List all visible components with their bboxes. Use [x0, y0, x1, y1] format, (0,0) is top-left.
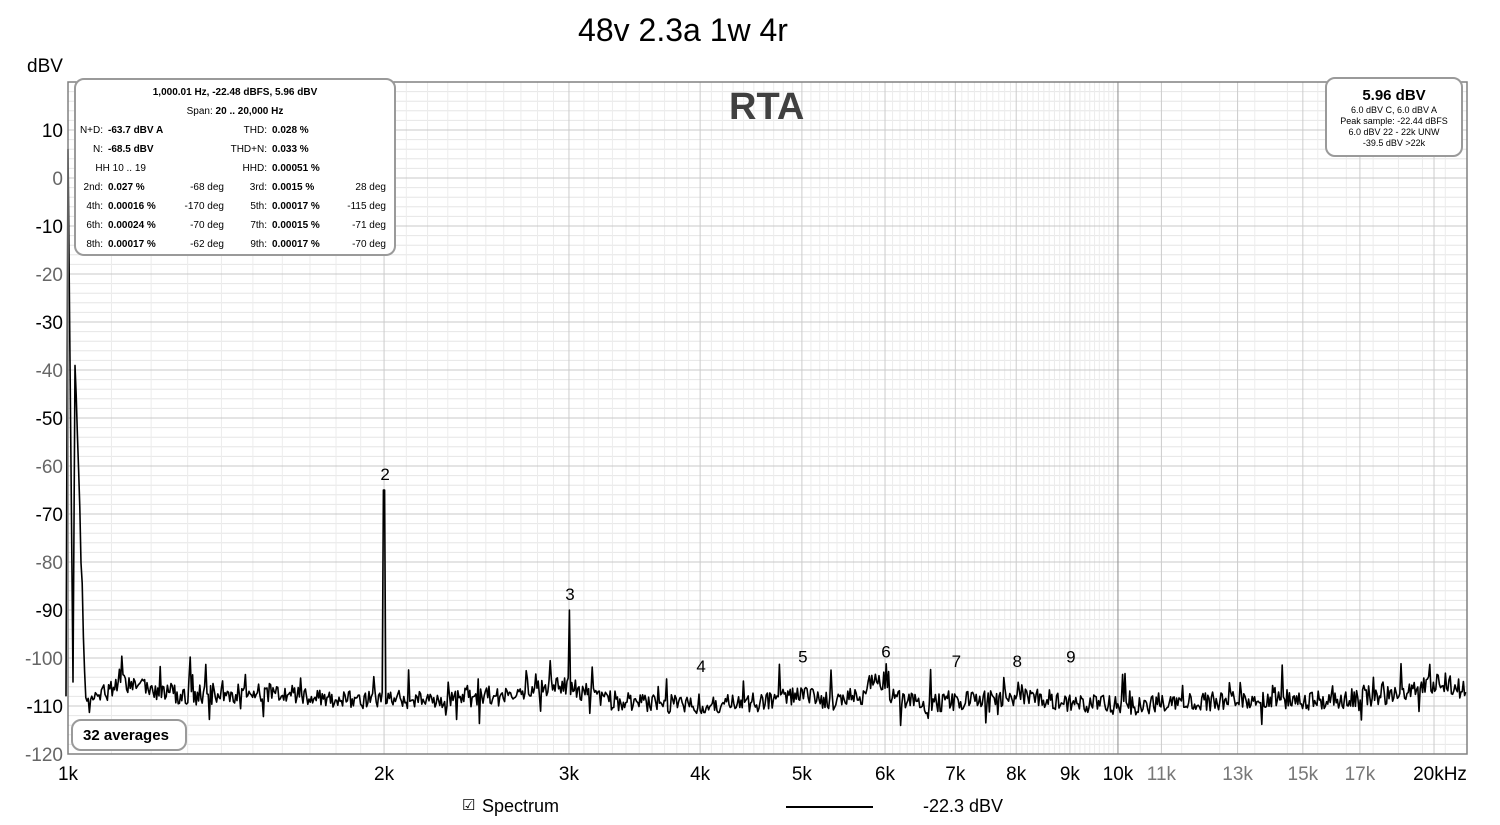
harmonic-label: 9th:: [250, 239, 267, 250]
level-line: 6.0 dBV 22 - 22k UNW: [1348, 127, 1440, 137]
harmonic-value: 0.0015 %: [272, 182, 315, 193]
harmonic-marker-label: 6: [881, 643, 890, 662]
legend: ☑ Spectrum -22.3 dBV: [0, 795, 1500, 819]
x-tick-label: 20kHz: [1413, 764, 1467, 785]
x-tick-label: 17k: [1345, 764, 1376, 785]
harmonic-label: 6th:: [86, 220, 103, 231]
harmonic-label: 7th:: [250, 220, 267, 231]
averages-badge[interactable]: 32 averages: [71, 719, 187, 751]
harmonic-marker-label: 9: [1066, 647, 1075, 666]
harmonic-phase: -62 deg: [190, 239, 224, 250]
x-tick-label: 8k: [1006, 764, 1027, 785]
harmonic-marker-label: 8: [1012, 652, 1021, 671]
y-tick-labels: 10 0 -10 -20 -30 -40 -50 -60 -70 -80 -90 -100 -110 -1…: [25, 121, 63, 766]
y-tick-label: -100: [25, 649, 63, 670]
x-tick-label: 4k: [690, 764, 711, 785]
harmonic-markers: 2 3 4 5 6 7 8 9: [380, 465, 1075, 676]
harmonic-value: 0.00017 %: [108, 239, 156, 250]
spectrum-trace: [65, 148, 1467, 727]
stat-label: HH 10 .. 19: [95, 163, 146, 174]
y-tick-label: -120: [25, 745, 63, 766]
y-tick-label: -70: [36, 505, 63, 526]
harmonic-phase: 28 deg: [355, 182, 386, 193]
harmonic-phase: -71 deg: [352, 220, 386, 231]
harmonic-marker-label: 4: [696, 657, 705, 676]
harmonic-phase: -68 deg: [190, 182, 224, 193]
x-tick-label: 7k: [945, 764, 966, 785]
chart-title: 48v 2.3a 1w 4r: [578, 12, 788, 48]
rta-label: RTA: [729, 86, 805, 128]
harmonic-label: 5th:: [250, 201, 267, 212]
x-tick-label: 10k: [1103, 764, 1134, 785]
x-tick-label: 6k: [875, 764, 896, 785]
y-tick-label: 10: [42, 121, 63, 142]
harmonic-label: 2nd:: [83, 182, 103, 193]
x-tick-label: 5k: [792, 764, 813, 785]
legend-line-swatch: [786, 806, 873, 808]
harmonic-phase: -70 deg: [190, 220, 224, 231]
harmonic-marker-label: 3: [565, 585, 574, 604]
y-axis-unit-label: dBV: [27, 56, 63, 77]
plot-frame: [67, 81, 1468, 755]
stat-value: 0.028 %: [272, 125, 309, 136]
harmonic-marker-label: 5: [798, 647, 807, 666]
harmonic-phase: -115 deg: [347, 201, 386, 212]
level-line: Peak sample: -22.44 dBFS: [1340, 116, 1448, 126]
stat-label: HHD:: [242, 163, 267, 174]
x-tick-label: 1k: [58, 764, 79, 785]
y-tick-label: -80: [36, 553, 63, 574]
x-tick-label: 9k: [1060, 764, 1081, 785]
harmonic-marker-label: 7: [952, 652, 961, 671]
x-tick-label: 11k: [1147, 764, 1177, 785]
level-line: -39.5 dBV >22k: [1362, 138, 1426, 148]
harmonic-value: 0.00015 %: [272, 220, 320, 231]
harmonic-label: 8th:: [86, 239, 103, 250]
stat-label: N+D:: [79, 125, 103, 136]
stats-span: Span: 20 .. 20,000 Hz: [76, 106, 394, 117]
y-tick-label: -20: [36, 265, 63, 286]
y-tick-label: -110: [26, 697, 63, 718]
harmonic-label: 4th:: [86, 201, 103, 212]
level-line: 6.0 dBV C, 6.0 dBV A: [1350, 105, 1438, 115]
harmonic-phase: -70 deg: [352, 239, 386, 250]
y-tick-label: 0: [52, 169, 63, 190]
y-tick-label: -40: [36, 361, 63, 382]
harmonic-value: 0.027 %: [108, 182, 145, 193]
x-tick-label: 2k: [374, 764, 395, 785]
harmonic-value: 0.00016 %: [108, 201, 156, 212]
level-readout-panel[interactable]: 5.96 dBV 6.0 dBV C, 6.0 dBV A Peak sampl…: [1325, 77, 1463, 157]
span-value: 20 .. 20,000 Hz: [215, 106, 284, 117]
stat-label: THD:: [243, 125, 267, 136]
level-main-value: 5.96 dBV: [1362, 87, 1426, 104]
stat-value: 0.033 %: [272, 144, 309, 155]
harmonic-phase: -170 deg: [184, 201, 224, 212]
distortion-stats-panel[interactable]: 1,000.01 Hz, -22.48 dBFS, 5.96 dBV Span:…: [74, 78, 396, 256]
harmonic-value: 0.00024 %: [108, 220, 156, 231]
x-tick-labels: 1k 2k 3k 4k 5k 6k 7k 8k 9k 10k 11k 13k 15k 17k 20kHz: [58, 764, 1467, 785]
stat-value: 0.00051 %: [272, 163, 320, 174]
legend-series-value: -22.3 dBV: [923, 796, 1004, 816]
stat-value: -68.5 dBV: [108, 144, 154, 155]
y-tick-label: -30: [36, 313, 63, 334]
x-tick-label: 3k: [559, 764, 580, 785]
y-tick-label: -60: [36, 457, 63, 478]
y-tick-label: -90: [36, 601, 63, 622]
stat-label: THD+N:: [230, 144, 267, 155]
spectrum-checkbox[interactable]: ☑: [462, 797, 476, 814]
major-grid: [67, 82, 1467, 755]
x-tick-label: 15k: [1288, 764, 1319, 785]
harmonic-value: 0.00017 %: [272, 201, 320, 212]
legend-series-name[interactable]: Spectrum: [482, 796, 560, 816]
stat-value: -63.7 dBV A: [108, 125, 164, 136]
harmonic-value: 0.00017 %: [272, 239, 320, 250]
stats-header: 1,000.01 Hz, -22.48 dBFS, 5.96 dBV: [152, 87, 318, 98]
harmonic-marker-label: 2: [380, 465, 389, 484]
y-tick-label: -10: [36, 217, 63, 238]
x-tick-label: 13k: [1222, 764, 1253, 785]
stat-label: N:: [93, 144, 103, 155]
y-tick-label: -50: [36, 409, 63, 430]
span-label: Span:: [186, 106, 213, 117]
harmonic-label: 3rd:: [249, 182, 267, 193]
